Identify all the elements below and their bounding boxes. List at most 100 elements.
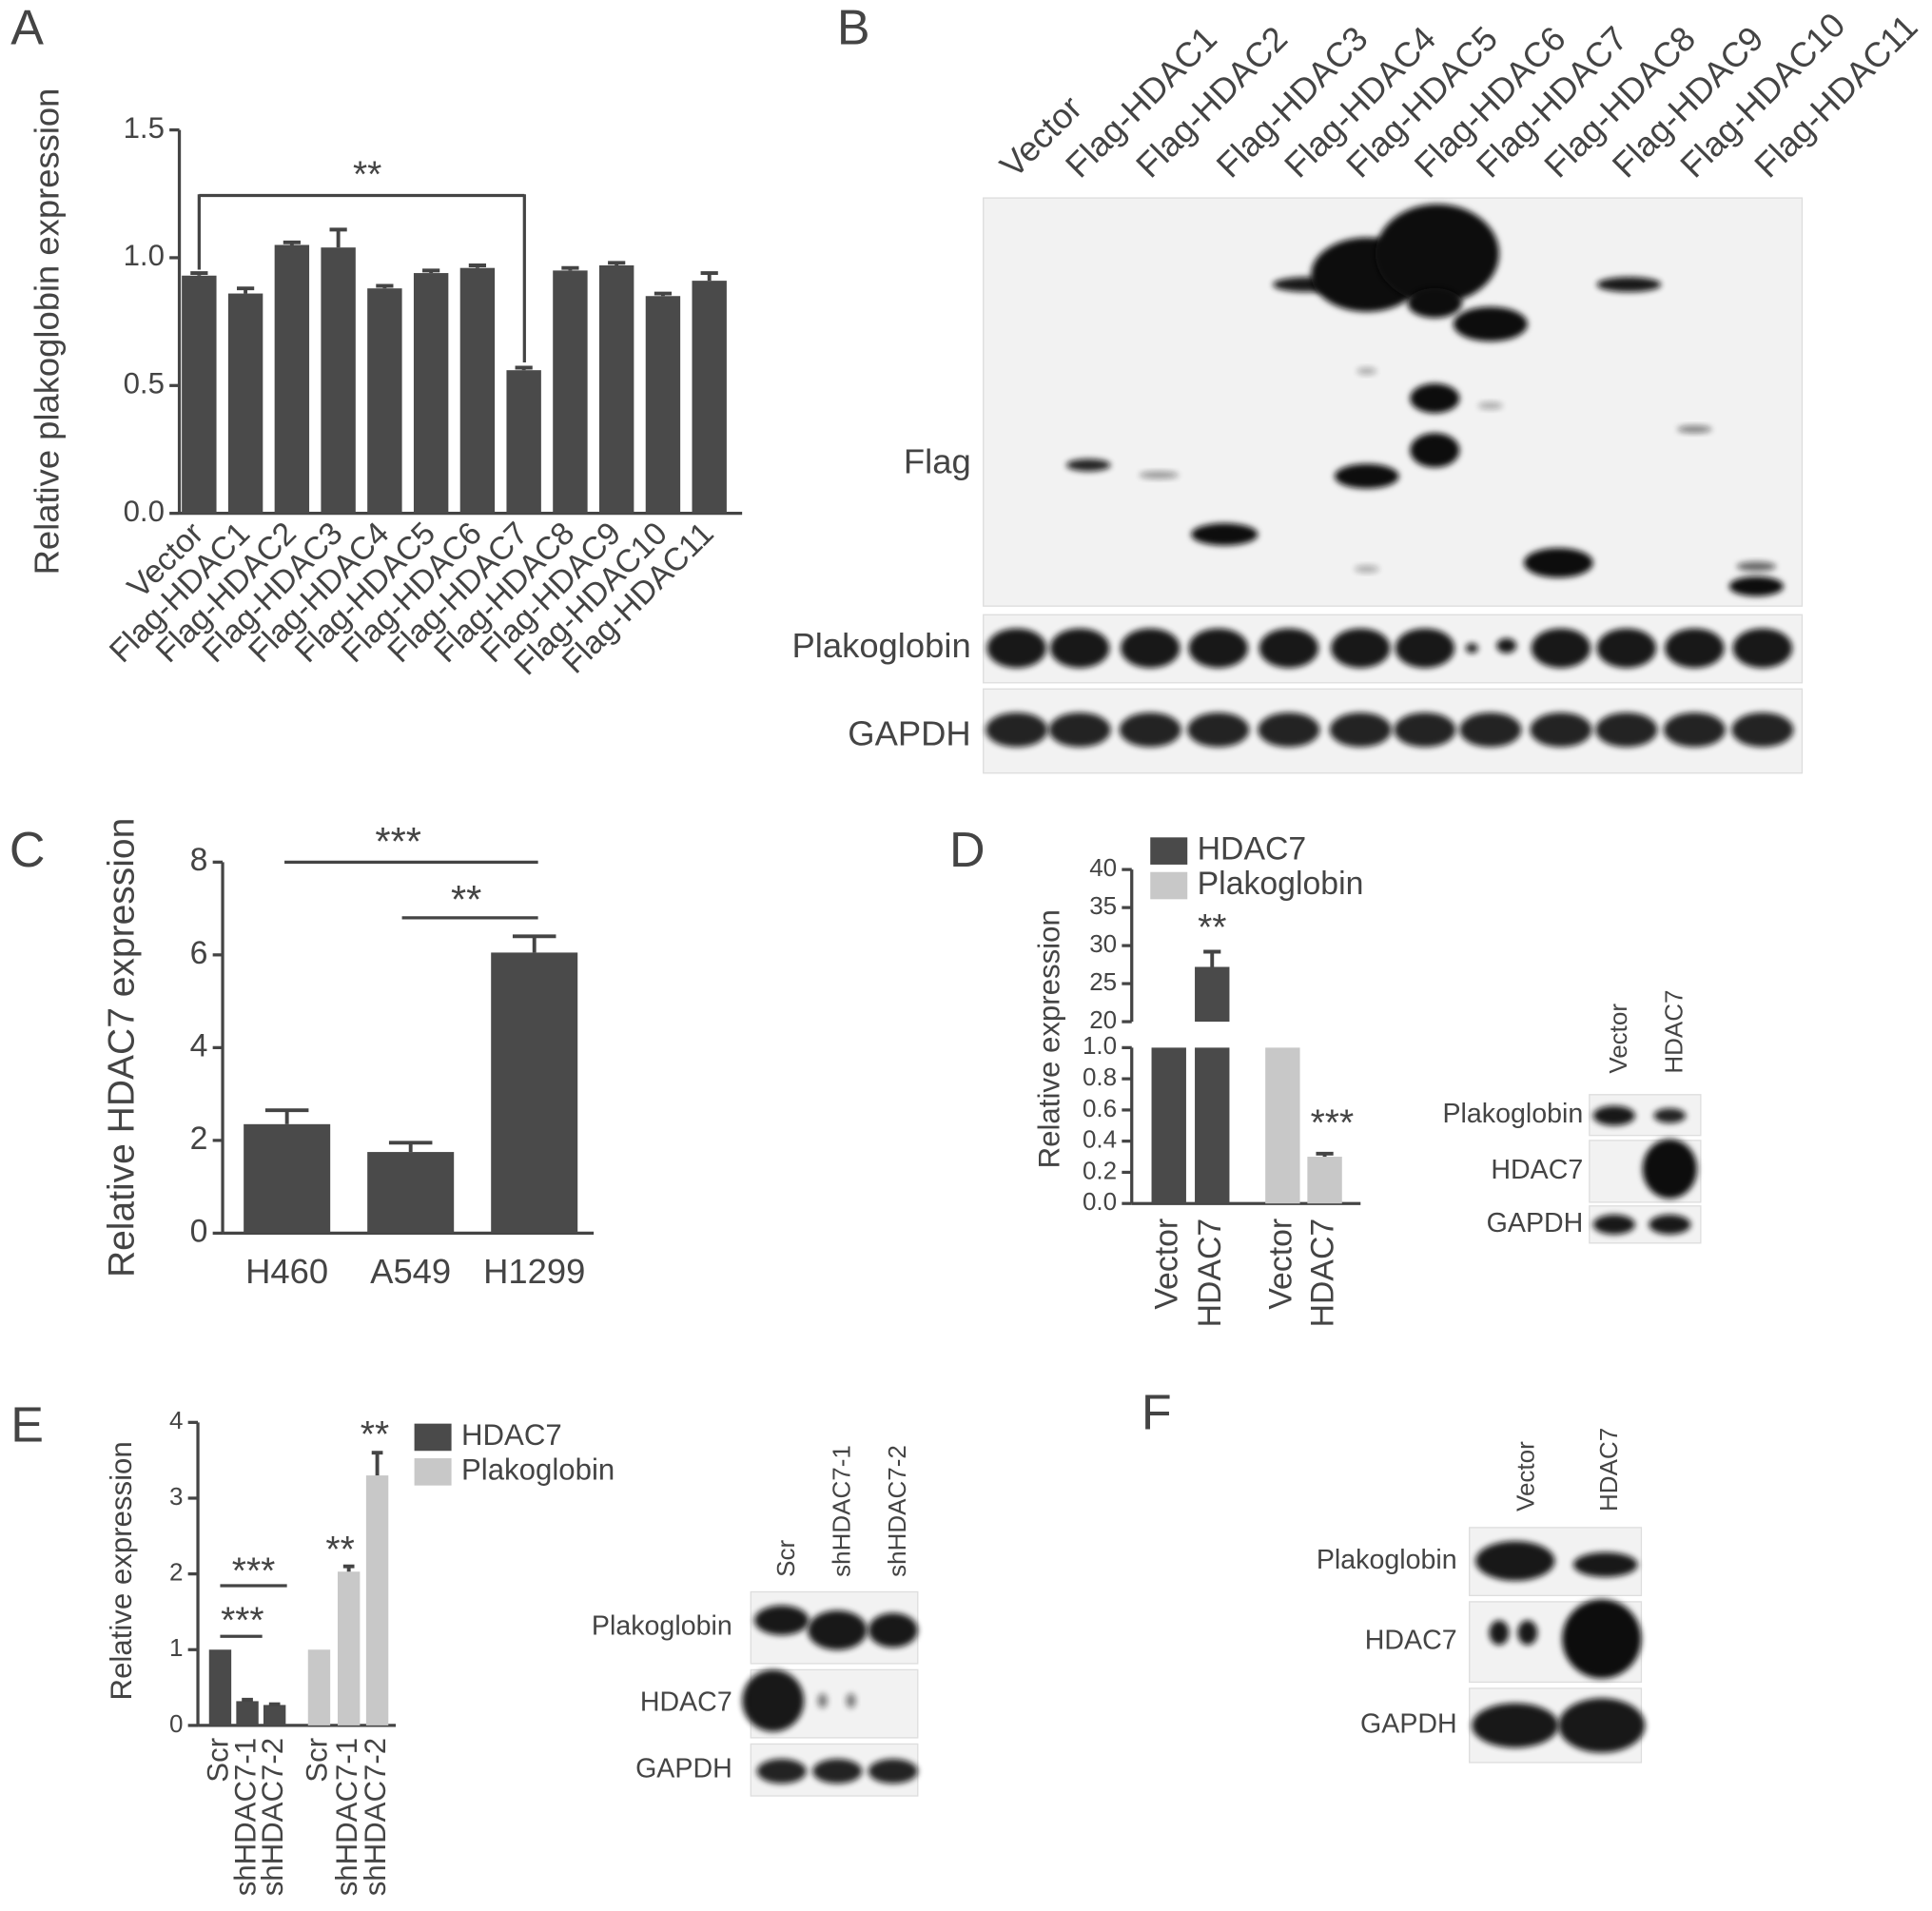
y-tick-label: 0.6: [1083, 1094, 1117, 1122]
legend-label: HDAC7: [461, 1418, 562, 1452]
x-tick-label: Vector: [1149, 1219, 1185, 1310]
blot-band: [1642, 1139, 1697, 1199]
blot-band: [1410, 433, 1460, 468]
blot-row-label: GAPDH: [848, 713, 970, 752]
bar: [365, 1475, 389, 1726]
bar: [227, 293, 263, 514]
y-tick-label: 4: [190, 1027, 208, 1063]
blot-band: [1531, 628, 1591, 669]
blot-band: [1453, 306, 1528, 341]
bar: [1265, 1047, 1300, 1204]
blot-band: [1523, 548, 1593, 578]
legend-label: Plakoglobin: [1198, 866, 1364, 902]
y-tick-label: 2: [190, 1121, 208, 1157]
y-tick-label: 0.8: [1083, 1063, 1117, 1091]
y-tick-label: 2: [169, 1558, 183, 1587]
y-tick-label: 0.4: [1083, 1125, 1117, 1154]
panel-letter: D: [949, 823, 986, 878]
blot-band: [1496, 637, 1517, 653]
significance-label: ***: [221, 1600, 264, 1641]
blot-band: [1472, 1703, 1559, 1748]
y-tick-label: 35: [1089, 891, 1117, 920]
y-tick-label: 3: [169, 1482, 183, 1511]
blot-band: [742, 1669, 805, 1732]
y-tick-label: 0.2: [1083, 1156, 1117, 1184]
blot-band: [1407, 288, 1462, 319]
blot-lane-label: Vector: [1512, 1441, 1540, 1511]
blot-band: [817, 1693, 828, 1708]
significance-label: **: [325, 1530, 354, 1570]
x-tick-label: shHDAC7-2: [359, 1738, 392, 1896]
blot-band: [986, 712, 1048, 748]
blot-band: [1653, 1108, 1687, 1123]
significance-label: **: [1198, 907, 1226, 948]
significance-label: **: [361, 1414, 389, 1455]
blot-band: [868, 1759, 918, 1784]
blot-band: [1572, 1551, 1638, 1577]
bar: [182, 275, 217, 514]
blot-band: [1530, 712, 1592, 748]
blot-row-label: HDAC7: [640, 1687, 732, 1718]
blot-band: [1475, 1541, 1555, 1581]
blot-band: [868, 1612, 918, 1648]
panel-letter: B: [837, 0, 870, 55]
blot-band: [1459, 712, 1522, 748]
x-tick-label: H460: [245, 1252, 328, 1291]
x-tick-label: Scr: [202, 1738, 235, 1783]
x-tick-label: shHDAC7-2: [256, 1738, 289, 1896]
x-tick-label: H1299: [483, 1252, 585, 1291]
bar: [645, 296, 681, 514]
blot-band: [1356, 367, 1377, 376]
blot-band: [1259, 628, 1319, 669]
bar: [459, 267, 496, 514]
blot-row-label: Plakoglobin: [1317, 1545, 1457, 1575]
bar: [506, 370, 541, 514]
x-tick-label: Scr: [301, 1738, 334, 1783]
x-tick-label: HDAC7: [1192, 1219, 1228, 1328]
blot-band: [1354, 565, 1379, 574]
y-tick-label: 4: [169, 1406, 183, 1434]
blot-band: [1731, 712, 1794, 748]
blot-band: [1477, 401, 1503, 410]
y-tick-label: 8: [190, 842, 208, 878]
y-tick-label: 0.0: [124, 495, 165, 528]
y-tick-label: 40: [1089, 853, 1117, 882]
blot-band: [1665, 628, 1725, 669]
bar: [598, 265, 634, 514]
blot-band: [1119, 712, 1181, 748]
legend-label: Plakoglobin: [461, 1453, 615, 1487]
legend-swatch: [1150, 837, 1188, 865]
blot-band: [846, 1693, 856, 1708]
legend-swatch: [414, 1423, 452, 1452]
y-axis-title: Relative HDAC7 expression: [101, 818, 142, 1277]
significance-label: ***: [232, 1550, 276, 1591]
blot-row-label: GAPDH: [635, 1753, 732, 1784]
x-tick-label: shHDAC7-1: [228, 1738, 262, 1896]
panel-letter: A: [10, 0, 44, 55]
blot-band: [1517, 1620, 1538, 1646]
legend-label: HDAC7: [1198, 831, 1307, 868]
bar: [692, 281, 727, 514]
bar: [236, 1701, 259, 1726]
panel-letter: F: [1142, 1386, 1172, 1441]
blot-row-label: Plakoglobin: [592, 1611, 732, 1642]
blot-band: [1395, 628, 1455, 669]
blot-band: [1596, 628, 1657, 669]
blot-band: [1334, 463, 1399, 489]
blot-band: [1331, 628, 1391, 669]
significance-label: **: [353, 154, 381, 195]
bar: [307, 1649, 331, 1726]
bar: [208, 1649, 232, 1726]
blot-lane-label: Scr: [771, 1540, 800, 1577]
blot-band: [1191, 523, 1259, 546]
blot-band: [1258, 712, 1320, 748]
bar: [337, 1571, 361, 1726]
blot-band: [1562, 1599, 1642, 1679]
blot-band: [1329, 712, 1392, 748]
blot-row-label: HDAC7: [1491, 1155, 1583, 1185]
blot-row-label: Plakoglobin: [1442, 1099, 1583, 1129]
blot-band: [1732, 628, 1793, 669]
blot-band: [1187, 712, 1250, 748]
blot-band: [812, 1759, 863, 1784]
